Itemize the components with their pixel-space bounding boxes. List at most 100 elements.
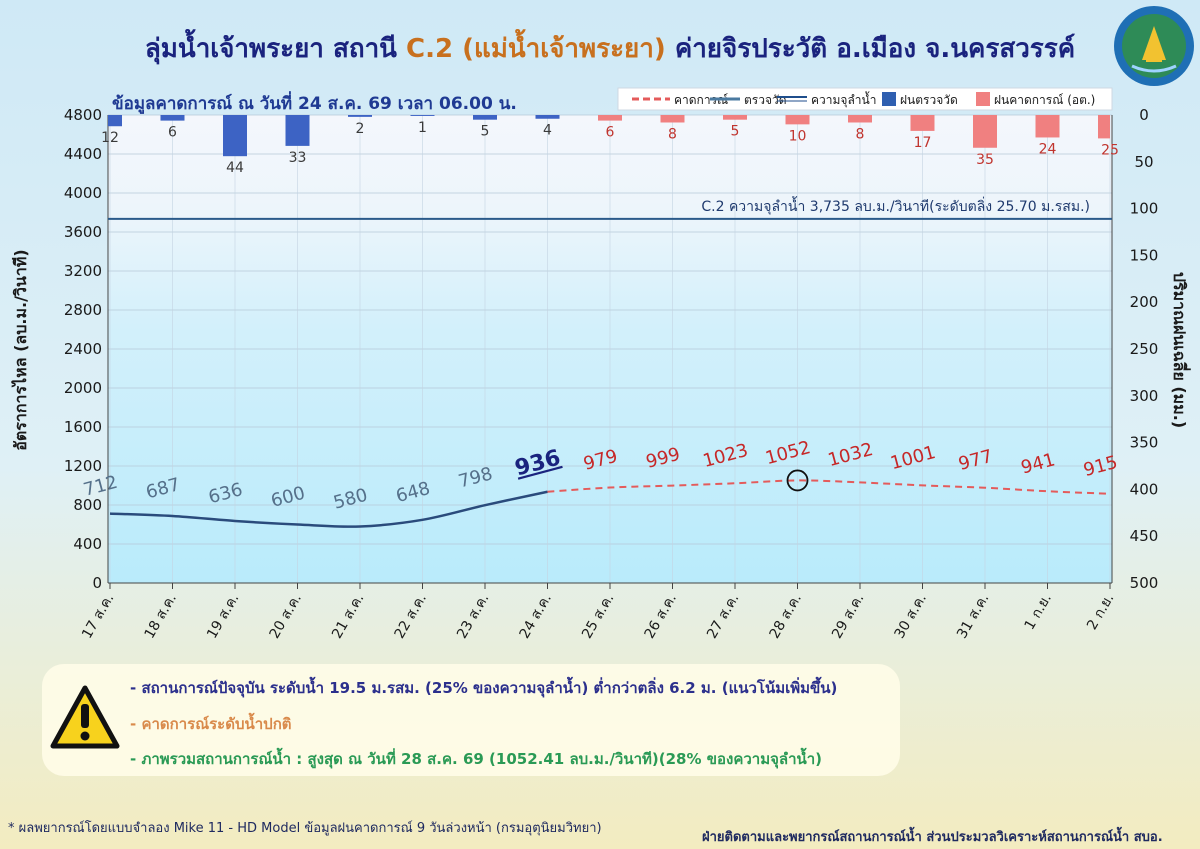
rain-forecast-label: 24: [1039, 141, 1057, 157]
flow-chart: 0400800120016002000240028003200360040004…: [11, 87, 1191, 642]
rain-observed-label: 4: [543, 123, 552, 139]
rain-forecast-label: 17: [914, 135, 932, 151]
rain-observed-label: 2: [356, 121, 365, 137]
y2-tick-label: 450: [1130, 527, 1159, 545]
footer-model-note: * ผลพยากรณ์โดยแบบจำลอง Mike 11 - HD Mode…: [8, 821, 602, 836]
rain-observed-bar: [223, 115, 247, 157]
rid-logo-icon: [1114, 6, 1194, 86]
rain-forecast-label: 8: [856, 126, 865, 142]
legend-rain-forecast-swatch: [976, 92, 990, 106]
rain-forecast-bar: [848, 115, 872, 123]
chart-title: ลุ่มน้ำเจ้าพระยา สถานี C.2 (แม่น้ำเจ้าพร…: [120, 28, 1100, 69]
notice-box: [42, 664, 900, 776]
y2-tick-label: 100: [1130, 200, 1159, 218]
rain-observed-label: 44: [226, 160, 244, 176]
capacity-label: C.2 ความจุลำน้ำ 3,735 ลบ.ม./วินาที(ระดับ…: [701, 196, 1090, 215]
legend-label: คาดการณ์: [674, 93, 728, 107]
y2-tick-label: 400: [1130, 480, 1159, 498]
y-tick-label: 4400: [64, 145, 102, 163]
rain-observed-bar: [285, 115, 310, 146]
y2-tick-label: 500: [1130, 574, 1159, 592]
rain-observed-label: 12: [101, 130, 119, 146]
rain-forecast-bar: [660, 115, 685, 123]
y2-tick-label: 300: [1130, 387, 1159, 405]
legend-label: ฝนคาดการณ์ (อต.): [994, 93, 1095, 107]
rain-observed-bar: [160, 115, 185, 121]
peak-marker: [786, 469, 809, 492]
rain-forecast-label: 10: [789, 128, 807, 144]
y2-tick-label: 50: [1134, 153, 1153, 171]
y-tick-label: 1600: [64, 418, 102, 436]
y-tick-label: 0: [92, 574, 102, 592]
y-tick-label: 4000: [64, 184, 102, 202]
y2-tick-label: 250: [1130, 340, 1159, 358]
x-tick-label: 28 ส.ค.: [767, 591, 805, 642]
rain-forecast-label: 6: [606, 125, 615, 141]
notice-current-status: - สถานการณ์ปัจจุบัน ระดับน้ำ 19.5 ม.รสม.…: [130, 679, 838, 697]
rain-forecast-bar: [973, 115, 997, 148]
rain-observed-label: 5: [481, 124, 490, 140]
rain-forecast-label: 35: [976, 152, 994, 168]
x-tick-label: 19 ส.ค.: [204, 591, 242, 642]
rain-forecast-bar: [785, 115, 810, 125]
rain-forecast-bar: [1035, 115, 1060, 138]
legend-label: ความจุลำน้ำ: [811, 91, 876, 108]
x-tick-label: 24 ส.ค.: [517, 591, 555, 642]
y-tick-label: 2000: [64, 379, 102, 397]
y-tick-label: 2400: [64, 340, 102, 358]
rain-forecast-bar: [1098, 115, 1110, 139]
footer-department: ฝ่ายติดตามและพยากรณ์สถานการณ์น้ำ ส่วนประ…: [702, 830, 1163, 845]
forecast-info: ข้อมูลคาดการณ์ ณ วันที่ 24 ส.ค. 69 เวลา …: [112, 94, 517, 114]
notice-forecast-level: - คาดการณ์ระดับน้ำปกติ: [130, 715, 292, 733]
title-main: ลุ่มน้ำเจ้าพระยา สถานี: [144, 34, 406, 64]
title-rest: ค่ายจิรประวัติ อ.เมือง จ.นครสวรรค์: [665, 34, 1076, 64]
rain-observed-bar: [108, 115, 122, 127]
y-tick-label: 800: [73, 496, 102, 514]
rain-observed-bar: [348, 115, 372, 117]
x-tick-label: 30 ส.ค.: [892, 591, 930, 642]
x-tick-label: 17 ส.ค.: [79, 591, 117, 642]
x-tick-label: 1 ก.ย.: [1022, 591, 1055, 633]
x-tick-label: 21 ส.ค.: [329, 591, 367, 642]
rain-forecast-label: 5: [731, 124, 740, 140]
rain-forecast-label: 25: [1101, 142, 1119, 158]
rain-observed-bar: [473, 115, 497, 120]
x-tick-label: 22 ส.ค.: [392, 591, 430, 642]
rain-forecast-bar: [910, 115, 935, 131]
x-tick-label: 27 ส.ค.: [704, 591, 742, 642]
forecast-line: [547, 479, 1111, 495]
x-tick-label: 26 ส.ค.: [642, 591, 680, 642]
y2-tick-label: 200: [1130, 293, 1159, 311]
y-axis-title: อัตราการไหล (ลบ.ม./วินาที): [11, 249, 30, 450]
y-tick-label: 3600: [64, 223, 102, 241]
rain-observed-label: 1: [418, 120, 427, 136]
y2-axis-title: ปริมาณฝนเฉลี่ย (มม.): [1170, 272, 1191, 428]
legend-rain-observed-swatch: [882, 92, 896, 106]
warning-icon: [50, 685, 120, 749]
rain-forecast-label: 8: [668, 126, 677, 142]
rain-observed-label: 33: [289, 150, 307, 166]
rain-observed-bar: [410, 115, 435, 116]
x-tick-label: 2 ก.ย.: [1084, 591, 1117, 633]
y-tick-label: 2800: [64, 301, 102, 319]
legend-label: ฝนตรวจวัด: [900, 93, 958, 107]
y2-tick-label: 150: [1130, 246, 1159, 264]
x-tick-label: 31 ส.ค.: [954, 591, 992, 642]
title-station: C.2 (แม่น้ำเจ้าพระยา): [406, 34, 666, 64]
y-tick-label: 400: [73, 535, 102, 553]
x-tick-label: 29 ส.ค.: [829, 591, 867, 642]
notice-overview: - ภาพรวมสถานการณ์น้ำ : สูงสุด ณ วันที่ 2…: [130, 750, 823, 768]
y2-tick-label: 0: [1139, 106, 1149, 124]
legend-label: ตรวจวัด: [744, 93, 787, 107]
rain-observed-bar: [535, 115, 560, 119]
y2-tick-label: 350: [1130, 434, 1159, 452]
rain-forecast-bar: [598, 115, 622, 121]
y-tick-label: 4800: [64, 106, 102, 124]
y-tick-label: 1200: [64, 457, 102, 475]
x-tick-label: 23 ส.ค.: [454, 591, 492, 642]
y-tick-label: 3200: [64, 262, 102, 280]
x-tick-label: 25 ส.ค.: [579, 591, 617, 642]
observed-line: [109, 490, 548, 528]
x-tick-label: 18 ส.ค.: [142, 591, 180, 642]
rain-forecast-bar: [723, 115, 747, 120]
